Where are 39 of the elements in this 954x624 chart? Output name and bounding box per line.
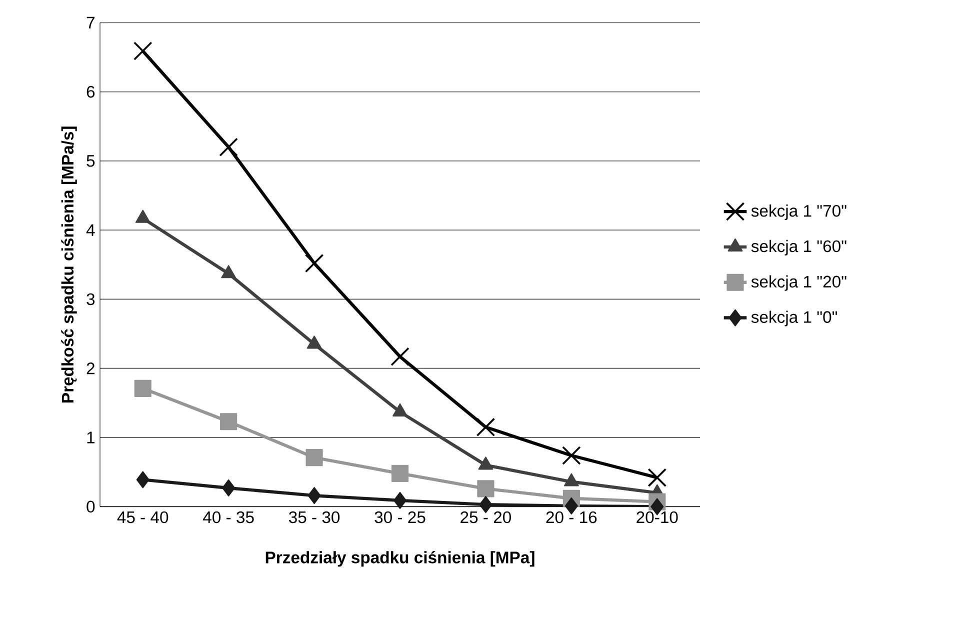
- y-tick-label: 3: [86, 293, 95, 306]
- point: [308, 487, 321, 504]
- point: [222, 479, 236, 497]
- point: [476, 418, 496, 437]
- point: [220, 413, 238, 430]
- point: [564, 497, 578, 514]
- x-tick-label: 20-10: [636, 511, 678, 524]
- y-tick-label: 5: [86, 155, 95, 167]
- point: [479, 496, 492, 514]
- y-axis-title: Prędkość spadku ciśnienia [MPa/s]: [61, 126, 77, 402]
- legend-label: sekcja 1 "70": [751, 204, 846, 220]
- y-tick-label: 1: [87, 432, 94, 444]
- point: [134, 380, 152, 397]
- x-tick-label: 30 - 25: [374, 511, 426, 524]
- point: [136, 471, 150, 488]
- y-tick-label: 4: [86, 224, 95, 236]
- point: [391, 464, 409, 482]
- legend-label: sekcja 1 "0": [751, 310, 838, 326]
- point: [648, 468, 667, 488]
- point: [562, 446, 581, 465]
- legend-label: sekcja 1 "60": [751, 240, 846, 256]
- y-tick-label: 7: [86, 16, 94, 28]
- x-tick-label: 40 - 35: [203, 511, 254, 524]
- x-tick-label: 20 - 16: [546, 511, 597, 524]
- point: [304, 254, 324, 273]
- x-tick-label: 35 - 30: [288, 511, 340, 524]
- y-tick-label: 2: [86, 362, 94, 374]
- y-tick-label: 6: [86, 86, 95, 98]
- y-tick-label: 0: [86, 500, 95, 513]
- legend-label: sekcja 1 "20": [751, 275, 846, 291]
- point: [306, 449, 323, 466]
- x-tick-label: 45 - 40: [117, 511, 168, 524]
- point: [390, 347, 410, 366]
- point: [477, 480, 494, 498]
- point: [393, 492, 407, 509]
- point: [219, 138, 238, 157]
- x-axis-title: Przedziały spadku ciśnienia [MPa]: [266, 550, 534, 567]
- x-tick-label: 25 - 20: [460, 511, 511, 524]
- point: [133, 42, 152, 60]
